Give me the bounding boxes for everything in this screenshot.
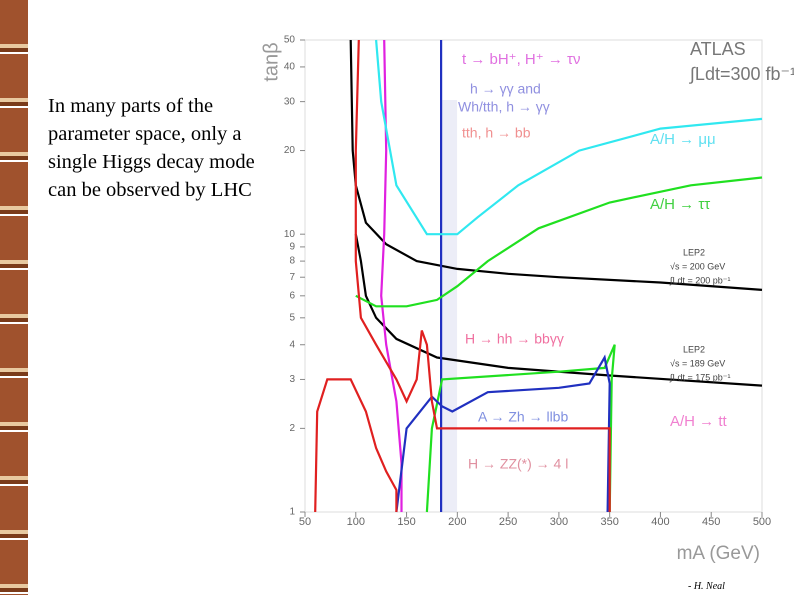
annotation: h → γγ and bbox=[470, 81, 541, 97]
plot-frame bbox=[304, 39, 763, 513]
annotation: Wh/tth, h → γγ bbox=[458, 99, 550, 115]
y-tick-label: 50 bbox=[284, 35, 296, 46]
annotation: A/H → μμ bbox=[650, 131, 716, 148]
x-tick-label: 50 bbox=[299, 516, 311, 528]
curve bbox=[314, 378, 398, 513]
y-tick-label: 7 bbox=[289, 272, 295, 283]
x-tick-label: 500 bbox=[753, 516, 771, 528]
y-tick-label: 4 bbox=[289, 339, 295, 350]
y-tick-label: 9 bbox=[289, 242, 295, 253]
curve bbox=[425, 344, 616, 513]
x-tick-label: 250 bbox=[499, 516, 517, 528]
y-tick-label: 8 bbox=[289, 256, 295, 267]
curve bbox=[395, 354, 611, 513]
curve bbox=[354, 233, 763, 387]
footer: - H. Neal bbox=[688, 581, 725, 592]
decor-strip bbox=[0, 0, 28, 595]
y-tick-label: 6 bbox=[289, 290, 295, 301]
x-tick-label: 350 bbox=[600, 516, 618, 528]
curve bbox=[375, 39, 763, 236]
annotation: A/H → ττ bbox=[650, 196, 710, 213]
curve bbox=[355, 176, 763, 308]
plot-bg bbox=[248, 30, 775, 548]
slide-text: In many parts of the parameter space, on… bbox=[48, 95, 255, 201]
annotation: ATLAS bbox=[690, 39, 746, 59]
y-label: tanβ bbox=[260, 42, 282, 81]
x-tick-label: 450 bbox=[702, 516, 720, 528]
annotation: LEP2 bbox=[683, 344, 705, 354]
annotation: ∫Ldt = 175 pb⁻¹ bbox=[669, 372, 731, 382]
x-tick-label: 150 bbox=[397, 516, 415, 528]
annotation: ∫Ldt=300 fb⁻¹ bbox=[688, 64, 794, 84]
y-tick-label: 2 bbox=[289, 423, 295, 434]
x-tick-label: 100 bbox=[347, 516, 365, 528]
annotation: ∫Ldt = 200 pb⁻¹ bbox=[669, 275, 731, 285]
x-tick-label: 400 bbox=[651, 516, 669, 528]
curve bbox=[380, 39, 403, 512]
annotation: H → hh → bbγγ bbox=[465, 331, 564, 347]
y-tick-label: 5 bbox=[289, 312, 295, 323]
annotation: A → Zh → llbb bbox=[478, 409, 568, 425]
annotation: A/H → tt bbox=[670, 413, 728, 430]
y-tick-label: 30 bbox=[284, 96, 296, 107]
y-tick-label: 3 bbox=[289, 374, 295, 385]
x-tick-label: 200 bbox=[448, 516, 466, 528]
y-tick-label: 20 bbox=[284, 145, 296, 156]
annotation: t → bH⁺, H⁺ → τν bbox=[462, 51, 580, 68]
annotation: √s = 189 GeV bbox=[670, 358, 725, 368]
annotation: √s = 200 GeV bbox=[670, 261, 725, 271]
x-label: mA (GeV) bbox=[677, 543, 760, 564]
hatch-band bbox=[441, 100, 458, 512]
annotation: H → ZZ(*) → 4 l bbox=[468, 456, 568, 472]
y-tick-label: 1 bbox=[289, 507, 295, 518]
annotation: tth, h → bb bbox=[462, 125, 531, 141]
x-tick-label: 300 bbox=[550, 516, 568, 528]
y-tick-label: 10 bbox=[284, 229, 296, 240]
curve bbox=[354, 39, 611, 512]
y-tick-label: 40 bbox=[284, 62, 296, 73]
annotation: LEP2 bbox=[683, 247, 705, 257]
